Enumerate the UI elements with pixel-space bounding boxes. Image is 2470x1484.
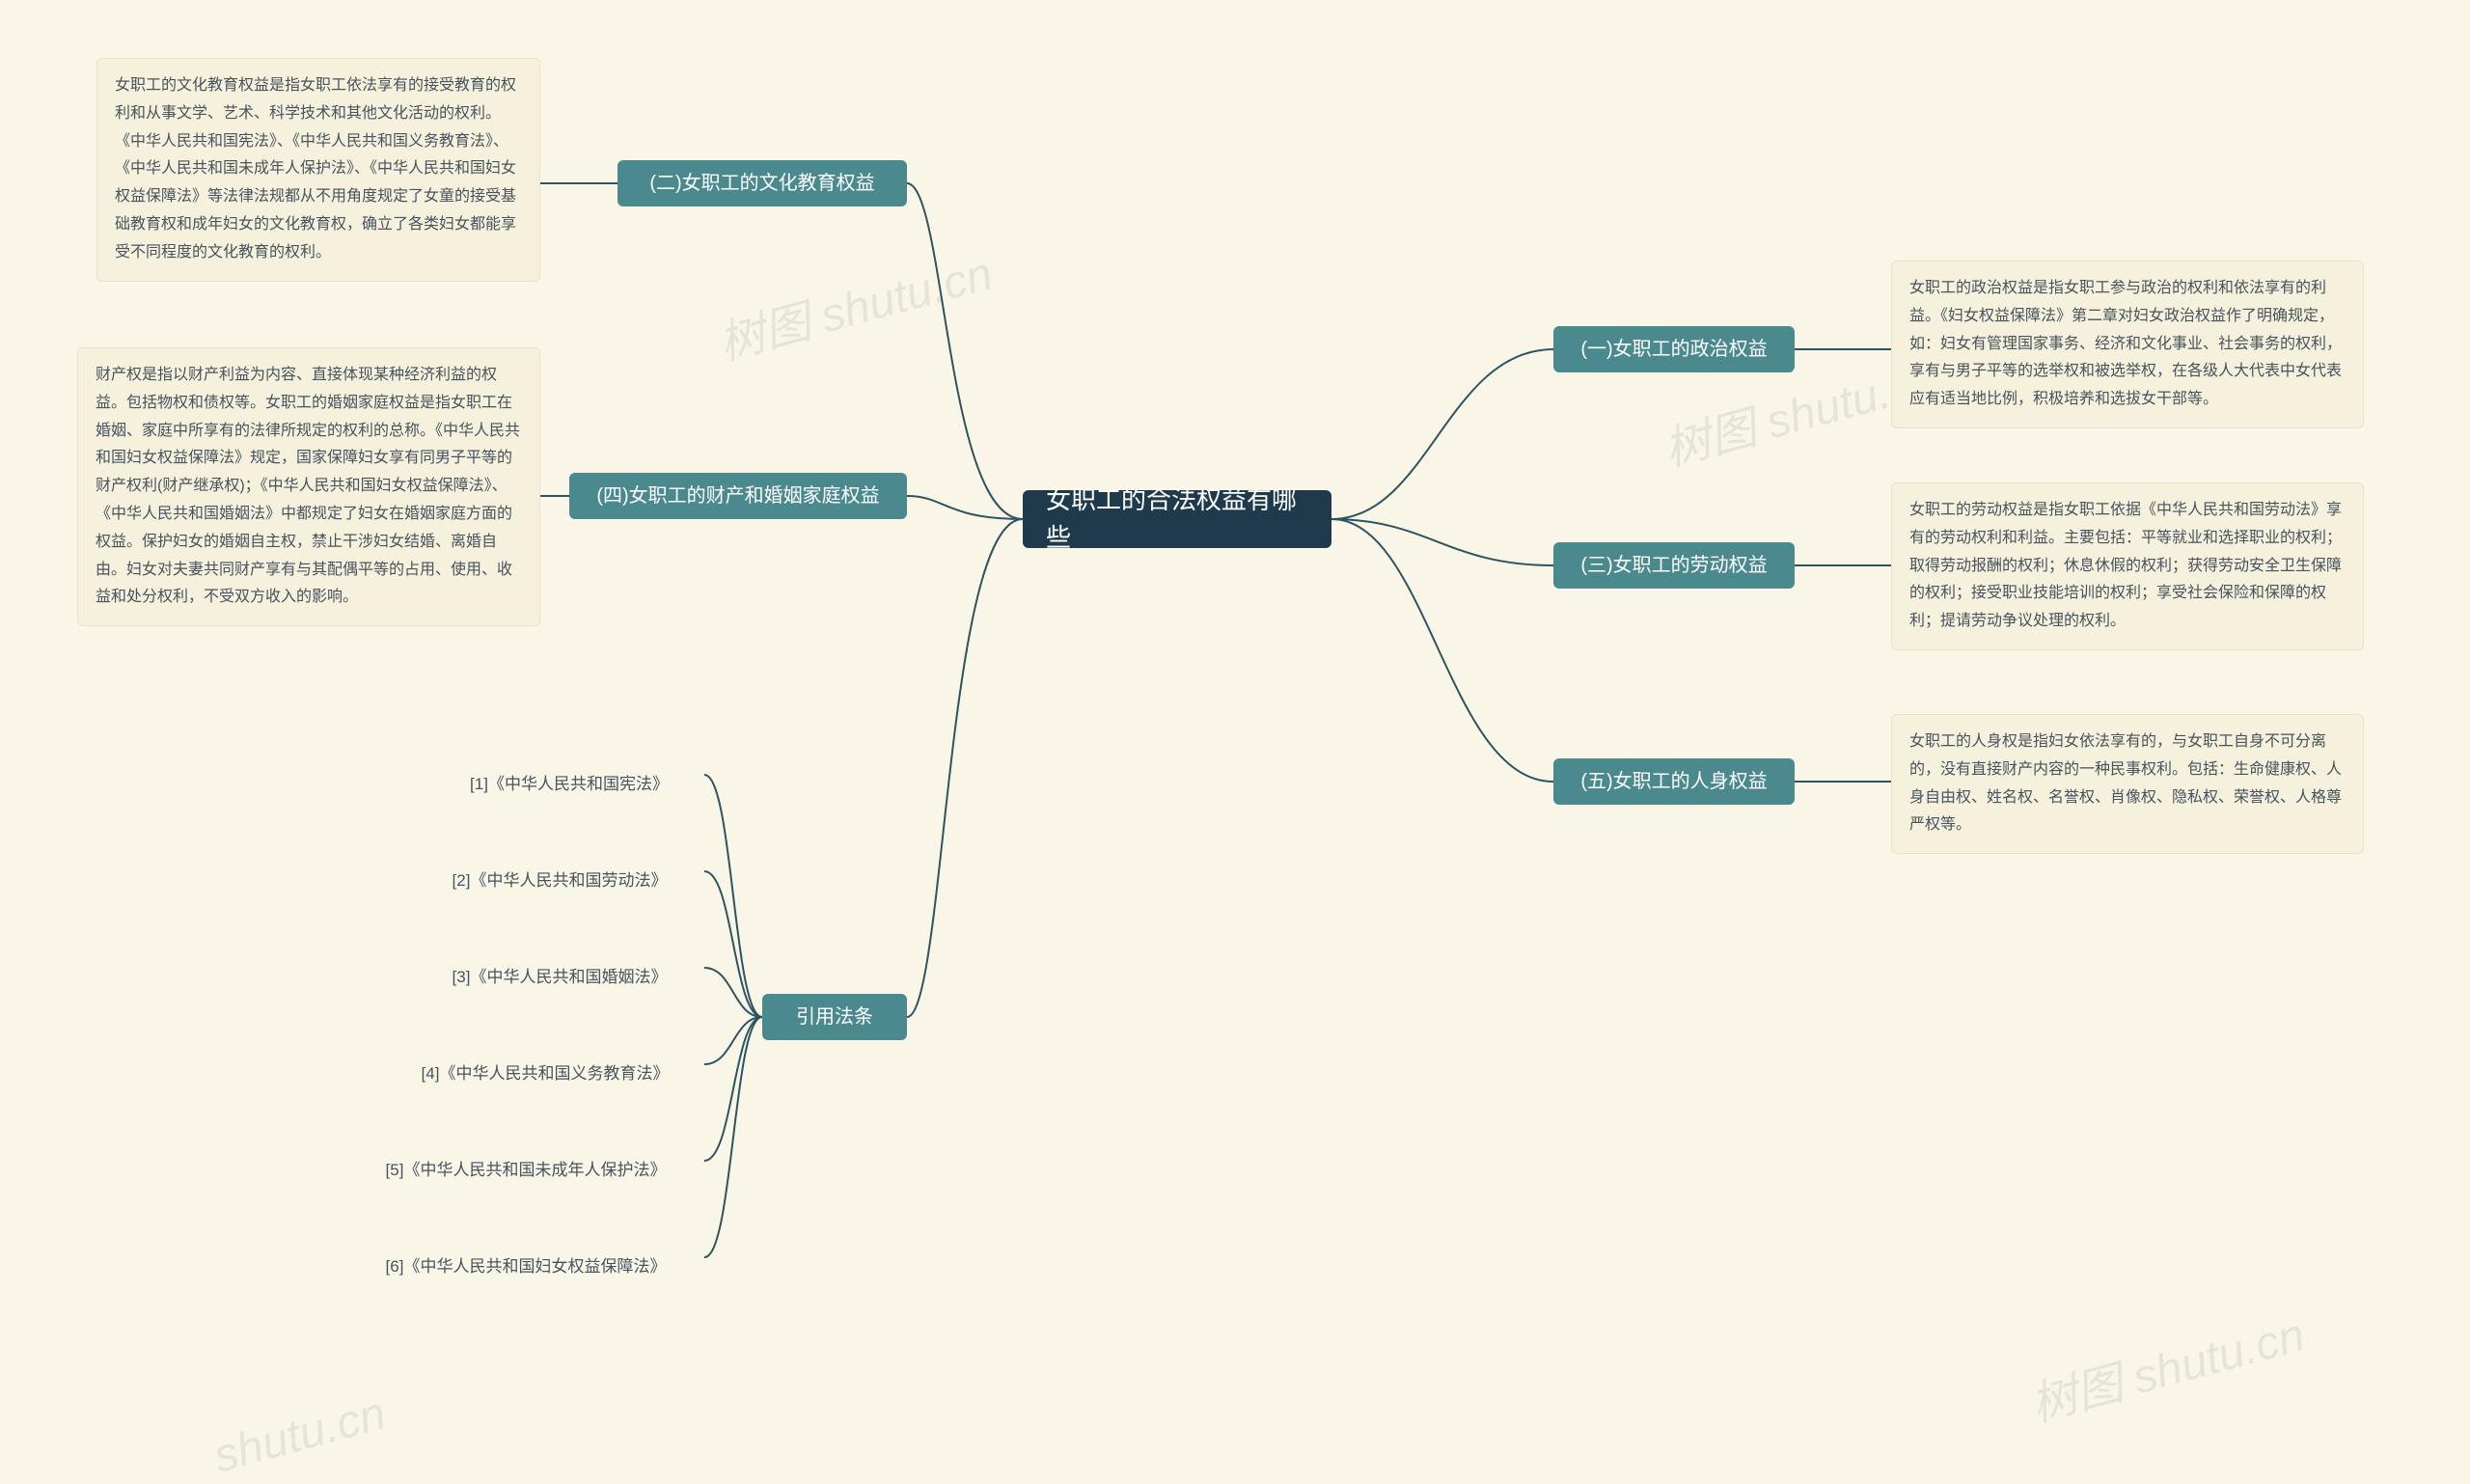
category-node-references[interactable]: 引用法条 (762, 994, 907, 1040)
category-node-labor[interactable]: (三)女职工的劳动权益 (1553, 542, 1795, 589)
watermark: 树图 shutu.cn (2022, 1297, 2311, 1435)
category-node-education[interactable]: (二)女职工的文化教育权益 (618, 160, 907, 206)
ref-item: [6]《中华人民共和国妇女权益保障法》 (347, 1243, 704, 1291)
category-node-property[interactable]: (四)女职工的财产和婚姻家庭权益 (569, 473, 907, 519)
desc-node-personal: 女职工的人身权是指妇女依法享有的，与女职工自身不可分离的，没有直接财产内容的一种… (1891, 714, 2364, 854)
ref-item: [3]《中华人民共和国婚姻法》 (415, 953, 704, 1002)
desc-node-political: 女职工的政治权益是指女职工参与政治的权利和依法享有的利益。《妇女权益保障法》第二… (1891, 261, 2364, 428)
ref-item: [1]《中华人民共和国宪法》 (434, 760, 704, 809)
watermark: shutu.cn (208, 1387, 392, 1483)
desc-node-education: 女职工的文化教育权益是指女职工依法享有的接受教育的权利和从事文学、艺术、科学技术… (96, 58, 540, 282)
category-node-personal[interactable]: (五)女职工的人身权益 (1553, 758, 1795, 805)
desc-node-property: 财产权是指以财产利益为内容、直接体现某种经济利益的权益。包括物权和债权等。女职工… (77, 347, 540, 626)
ref-item: [5]《中华人民共和国未成年人保护法》 (347, 1146, 704, 1195)
watermark: 树图 shutu.cn (710, 235, 999, 373)
root-node[interactable]: 女职工的合法权益有哪些 (1023, 490, 1331, 548)
ref-item: [4]《中华人民共和国义务教育法》 (386, 1050, 704, 1098)
category-node-political[interactable]: (一)女职工的政治权益 (1553, 326, 1795, 372)
ref-item: [2]《中华人民共和国劳动法》 (415, 857, 704, 905)
desc-node-labor: 女职工的劳动权益是指女职工依据《中华人民共和国劳动法》享有的劳动权利和利益。主要… (1891, 482, 2364, 650)
